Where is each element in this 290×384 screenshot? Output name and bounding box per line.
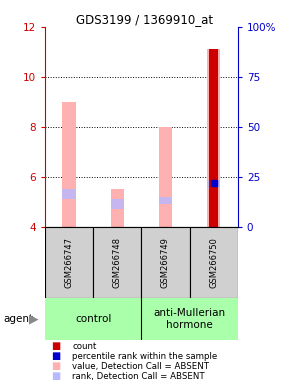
Bar (159, 197, 172, 204)
Text: GSM266750: GSM266750 (209, 237, 218, 288)
Text: GSM266747: GSM266747 (65, 237, 74, 288)
Bar (110, 189, 124, 227)
Text: ■: ■ (51, 371, 60, 381)
Bar (142, 298, 238, 340)
Text: anti-Mullerian
hormone: anti-Mullerian hormone (153, 308, 226, 329)
Text: percentile rank within the sample: percentile rank within the sample (72, 352, 218, 361)
Text: ▶: ▶ (28, 312, 38, 325)
Text: count: count (72, 342, 97, 351)
Bar (207, 180, 220, 188)
Text: GSM266749: GSM266749 (161, 237, 170, 288)
Text: agent: agent (3, 314, 33, 324)
Bar (45, 298, 142, 340)
Bar (62, 189, 76, 199)
Text: GDS3199 / 1369910_at: GDS3199 / 1369910_at (77, 13, 213, 26)
Bar (45, 227, 93, 298)
Text: GSM266748: GSM266748 (113, 237, 122, 288)
Text: ■: ■ (51, 341, 60, 351)
Bar (190, 227, 238, 298)
Bar (209, 50, 218, 227)
Bar (159, 127, 172, 227)
Text: ■: ■ (51, 351, 60, 361)
Text: value, Detection Call = ABSENT: value, Detection Call = ABSENT (72, 362, 209, 371)
Bar (207, 50, 220, 227)
Text: control: control (75, 314, 111, 324)
Text: rank, Detection Call = ABSENT: rank, Detection Call = ABSENT (72, 372, 205, 381)
Bar (62, 102, 76, 227)
Bar (110, 199, 124, 209)
Text: ■: ■ (51, 361, 60, 371)
Bar (142, 227, 190, 298)
Bar (93, 227, 142, 298)
